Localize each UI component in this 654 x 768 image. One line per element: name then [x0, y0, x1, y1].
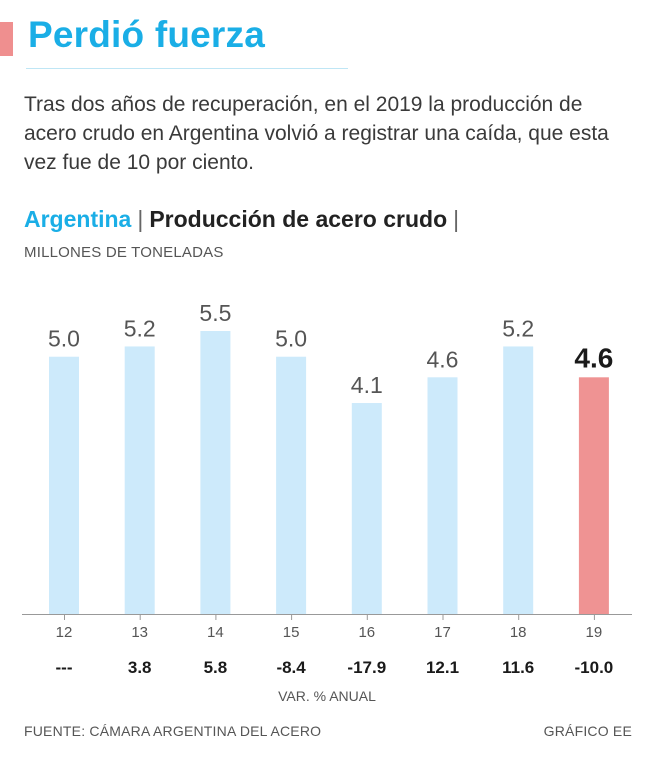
- annual-change-17: 12.1: [426, 658, 459, 677]
- headline-title: Perdió fuerza: [28, 14, 265, 55]
- intro-text: Tras dos años de recuperación, en el 201…: [24, 93, 609, 174]
- chart-subtitle: Argentina | Producción de acero crudo |: [24, 206, 465, 233]
- subtitle-country: Argentina: [24, 206, 132, 232]
- bar-14: [200, 331, 231, 614]
- annual-change-19: -10.0: [575, 658, 614, 677]
- title-accent-bar: [0, 22, 13, 56]
- annual-change-16: -17.9: [347, 658, 386, 677]
- value-label-19: 4.6: [574, 342, 613, 373]
- x-tick-label-12: 12: [56, 624, 73, 641]
- units-label: MILLONES DE TONELADAS: [24, 244, 224, 261]
- x-tick-label-15: 15: [283, 624, 300, 641]
- value-label-14: 5.5: [199, 300, 231, 326]
- annual-change-15: -8.4: [276, 658, 306, 677]
- x-tick-label-17: 17: [434, 624, 451, 641]
- value-label-12: 5.0: [48, 326, 80, 352]
- x-tick-label-19: 19: [586, 624, 603, 641]
- bar-12: [49, 356, 79, 614]
- value-label-18: 5.2: [502, 315, 534, 341]
- bar-18: [503, 346, 534, 614]
- x-tick-label-16: 16: [358, 624, 375, 641]
- annual-change-label: VAR. % ANUAL: [278, 688, 376, 704]
- value-label-13: 5.2: [124, 315, 156, 341]
- bar-19: [578, 377, 609, 614]
- graphic-credit: GRÁFICO EE: [543, 723, 632, 739]
- title-underline: [26, 68, 348, 69]
- value-label-17: 4.6: [427, 346, 459, 372]
- bar-17: [427, 377, 458, 614]
- bar-15: [276, 356, 307, 614]
- annual-change-14: 5.8: [204, 658, 228, 677]
- bar-16: [351, 403, 382, 614]
- value-label-15: 5.0: [275, 326, 307, 352]
- subtitle-topic: Producción de acero crudo: [149, 206, 448, 232]
- annual-change-12: ---: [56, 658, 73, 677]
- source-note: FUENTE: CÁMARA ARGENTINA DEL ACERO: [24, 723, 322, 739]
- x-tick-label-18: 18: [510, 624, 527, 641]
- x-tick-label-13: 13: [131, 624, 148, 641]
- annual-change-13: 3.8: [128, 658, 152, 677]
- x-tick-label-14: 14: [207, 624, 224, 641]
- annual-change-18: 11.6: [502, 658, 534, 677]
- subtitle-trailing-separator: |: [453, 206, 460, 232]
- subtitle-separator: |: [137, 206, 144, 232]
- bar-13: [124, 346, 155, 614]
- value-label-16: 4.1: [351, 372, 383, 398]
